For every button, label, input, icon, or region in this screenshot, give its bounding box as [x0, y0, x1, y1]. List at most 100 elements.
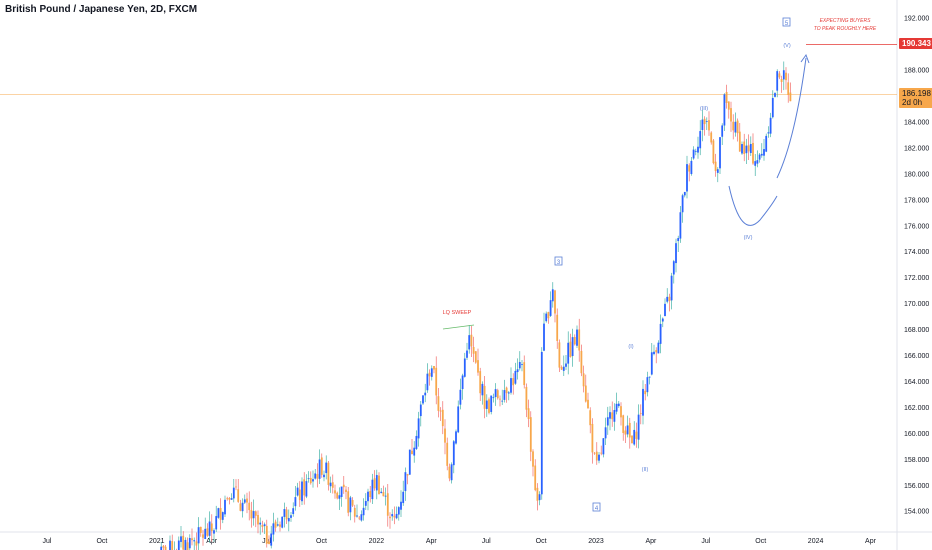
candle-body	[391, 514, 394, 517]
candle-body	[521, 364, 523, 365]
candle-body	[380, 491, 383, 494]
candle-body	[532, 451, 534, 467]
candle-body	[666, 296, 669, 302]
candle-body	[644, 390, 647, 395]
candle-body	[716, 169, 719, 173]
x-tick-label: Jul	[482, 538, 491, 545]
y-tick-label: 162.000	[904, 405, 929, 412]
candle-body	[664, 303, 666, 317]
candle-body	[334, 490, 336, 494]
candle-body	[303, 479, 306, 496]
candle-body	[259, 522, 262, 525]
candle-body	[523, 362, 526, 386]
candle-body	[604, 427, 607, 439]
candle-body	[268, 541, 270, 545]
candle-body	[444, 428, 446, 443]
candle-body	[672, 261, 675, 275]
y-tick-label: 172.000	[904, 275, 929, 282]
candle-body	[358, 517, 361, 519]
candle-body	[224, 499, 226, 515]
candle-body	[290, 515, 292, 518]
candle-body	[463, 358, 466, 377]
candle-body	[780, 79, 783, 82]
x-axis[interactable]: JulOct2021AprJulOct2022AprJulOct2023AprJ…	[43, 538, 877, 545]
candle-body	[567, 342, 570, 364]
candle-body	[503, 390, 506, 400]
projection-arrow	[800, 53, 810, 64]
candle-body	[318, 459, 321, 479]
candle-body	[468, 335, 471, 350]
candle-body	[243, 499, 246, 503]
candle-body	[364, 501, 367, 506]
x-tick-label: Oct	[536, 538, 547, 545]
candle-body	[406, 474, 409, 476]
candle-body	[789, 92, 792, 102]
candle-body	[208, 521, 211, 536]
note-line1: EXPECTING BUYERS	[820, 18, 872, 24]
candle-body	[679, 212, 682, 239]
candle-body	[580, 350, 583, 374]
candle-body	[160, 546, 163, 550]
candle-body	[589, 410, 592, 426]
candle-body	[650, 352, 653, 375]
candle-body	[283, 509, 286, 517]
y-tick-label: 158.000	[904, 457, 929, 464]
y-tick-label: 176.000	[904, 223, 929, 230]
candle-body	[734, 121, 737, 133]
candle-body	[754, 161, 757, 166]
candle-body	[338, 495, 341, 499]
candle-body	[774, 93, 776, 97]
candle-body	[292, 508, 295, 515]
candle-body	[415, 435, 418, 449]
candle-body	[708, 120, 710, 131]
candle-body	[422, 395, 424, 404]
candle-body	[631, 435, 633, 444]
candle-body	[285, 509, 288, 520]
candle-body	[404, 472, 407, 492]
x-tick-label: Apr	[426, 538, 438, 545]
candle-body	[763, 149, 765, 156]
y-tick-label: 170.000	[904, 301, 929, 308]
candle-body	[736, 120, 739, 134]
candle-body	[182, 535, 185, 550]
candle-body	[320, 457, 323, 475]
candle-body	[307, 478, 310, 480]
candle-body	[417, 418, 420, 439]
candle-body	[323, 474, 325, 478]
chart-title: British Pound / Japanese Yen, 2D, FXCM	[5, 4, 198, 15]
x-tick-label: 2024	[808, 538, 824, 545]
wave-v-label: (V)	[783, 43, 791, 49]
candle-body	[617, 403, 620, 407]
candle-body	[309, 477, 312, 484]
candle-body	[488, 399, 490, 413]
candle-body	[545, 313, 548, 322]
candle-body	[188, 538, 191, 549]
y-tick-label: 174.000	[904, 249, 929, 256]
candle-body	[565, 363, 567, 367]
candle-body	[424, 392, 427, 396]
x-tick-label: Oct	[316, 538, 327, 545]
candle-body	[633, 429, 636, 445]
candle-body	[732, 121, 735, 131]
candle-body	[177, 540, 180, 550]
candle-body	[499, 398, 501, 400]
candle-body	[477, 360, 479, 373]
candle-body	[584, 385, 587, 402]
candle-body	[351, 500, 354, 506]
wave-iii-label: (III)	[700, 106, 708, 112]
candle-body	[204, 528, 207, 539]
candle-body	[653, 351, 655, 355]
candle-body	[316, 474, 319, 479]
candle-body	[226, 498, 229, 500]
candle-body	[496, 390, 499, 399]
candle-body	[206, 528, 209, 536]
candle-body	[428, 372, 431, 377]
candle-body	[466, 350, 468, 358]
candle-body	[657, 342, 660, 354]
candle-body	[569, 341, 572, 357]
candle-body	[677, 238, 680, 242]
candle-body	[164, 546, 167, 550]
candle-body	[670, 275, 673, 301]
